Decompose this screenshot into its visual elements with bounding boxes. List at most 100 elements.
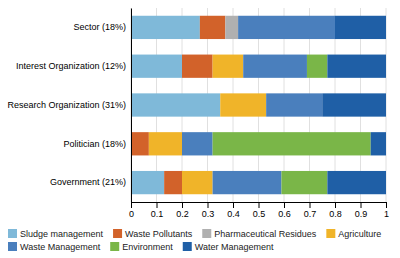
bar (238, 16, 335, 39)
legend-item: Waste Management (8, 242, 101, 252)
grid (131, 8, 386, 202)
grid-line (131, 8, 132, 202)
x-tick: 0.4 (227, 202, 240, 219)
y-tick-label: Research Organization (31%) (7, 100, 126, 110)
x-tick-mark (310, 202, 311, 208)
legend-swatch (202, 229, 211, 238)
x-tick-label: 0.8 (329, 209, 342, 219)
legend-label: Water Management (195, 242, 274, 252)
x-tick-mark (131, 202, 132, 208)
bar (164, 171, 182, 194)
x-tick-label: 0.7 (304, 209, 317, 219)
legend-label: Waste Pollutants (125, 229, 193, 239)
series (131, 16, 220, 194)
x-tick-label: 0.5 (253, 209, 266, 219)
x-tick-label: 0.2 (176, 209, 189, 219)
x-tick-label: 0.1 (151, 209, 164, 219)
legend-swatch (183, 242, 192, 251)
x-tick: 0.7 (304, 202, 317, 219)
legend-swatch (113, 229, 122, 238)
x-tick-mark (182, 202, 183, 208)
bar (213, 55, 244, 78)
bar (243, 55, 307, 78)
x-tick-label: 1 (384, 209, 389, 219)
legend-item: Water Management (183, 242, 274, 252)
bar (131, 16, 200, 39)
bar (322, 93, 386, 116)
legend-item: Waste Pollutants (113, 229, 193, 239)
legend-item: Environment (110, 242, 173, 252)
legend-label: Pharmaceutical Residues (214, 229, 317, 239)
x-tick-mark (157, 202, 158, 208)
y-tick-label: Sector (18%) (73, 22, 126, 32)
bar (131, 93, 220, 116)
x-tick-label: 0.9 (355, 209, 368, 219)
bar (327, 171, 386, 194)
series (322, 16, 386, 194)
x-tick: 0.3 (202, 202, 215, 219)
x-tick: 0.5 (253, 202, 266, 219)
legend-label: Environment (122, 242, 173, 252)
y-tick-label: Government (21%) (50, 177, 126, 187)
bar (335, 16, 386, 39)
bar (149, 132, 182, 155)
y-axis-line (131, 9, 132, 203)
legend-label: Waste Management (20, 242, 101, 252)
x-axis-line (132, 203, 387, 209)
y-tick: Interest Organization (12%) (16, 61, 131, 71)
y-tick: Politician (18%) (63, 139, 131, 149)
x-tick-mark (284, 202, 285, 208)
legend: Sludge management Waste Pollutants Pharmac… (8, 229, 381, 252)
bar (225, 16, 238, 39)
x-tick-mark (233, 202, 234, 208)
bar (131, 55, 182, 78)
legend-item: Sludge management (8, 229, 104, 239)
y-tick-label: Politician (18%) (63, 139, 126, 149)
bar (200, 16, 226, 39)
legend-swatch (8, 229, 17, 238)
bar (131, 171, 164, 194)
x-tick: 1 (384, 202, 389, 219)
bar (281, 171, 327, 194)
legend-label: Sludge management (20, 229, 104, 239)
x-tick-label: 0.4 (227, 209, 240, 219)
legend-item: Pharmaceutical Residues (202, 229, 317, 239)
chart: 0 0.1 0.2 0.3 0.4 0.5 0.6 0.7 0.8 0.9 1 Government … (0, 0, 400, 258)
legend-item: Agriculture (326, 229, 381, 239)
bar (182, 132, 213, 155)
x-tick-mark (208, 202, 209, 208)
y-tick-label: Interest Organization (12%) (16, 61, 126, 71)
y-axis: Government (21%) Politician (18%) Research… (7, 9, 131, 203)
legend-swatch (110, 242, 119, 251)
x-tick: 0 (129, 202, 134, 219)
legend-label: Agriculture (338, 229, 381, 239)
x-tick-mark (361, 202, 362, 208)
x-tick: 0.8 (329, 202, 342, 219)
y-tick: Research Organization (31%) (7, 100, 131, 110)
bar (220, 93, 266, 116)
x-tick: 0.6 (278, 202, 291, 219)
bar (371, 132, 386, 155)
series (182, 16, 335, 194)
series (131, 16, 225, 194)
x-tick-label: 0.6 (278, 209, 291, 219)
y-tick: Government (21%) (50, 177, 131, 187)
x-tick-mark (386, 202, 387, 208)
bar (182, 55, 213, 78)
bar (131, 132, 149, 155)
bar (182, 171, 213, 194)
x-tick: 0.2 (176, 202, 189, 219)
series (225, 16, 238, 39)
bar (327, 55, 386, 78)
bar (307, 55, 327, 78)
x-tick-mark (259, 202, 260, 208)
x-tick-label: 0 (129, 209, 134, 219)
legend-swatch (8, 242, 17, 251)
legend-swatch (326, 229, 335, 238)
bar (213, 171, 282, 194)
bars (131, 16, 386, 194)
x-tick: 0.9 (355, 202, 368, 219)
y-tick: Sector (18%) (73, 22, 131, 32)
chart-container: 0 0.1 0.2 0.3 0.4 0.5 0.6 0.7 0.8 0.9 1 Government … (0, 0, 400, 258)
x-tick: 0.1 (151, 202, 164, 219)
